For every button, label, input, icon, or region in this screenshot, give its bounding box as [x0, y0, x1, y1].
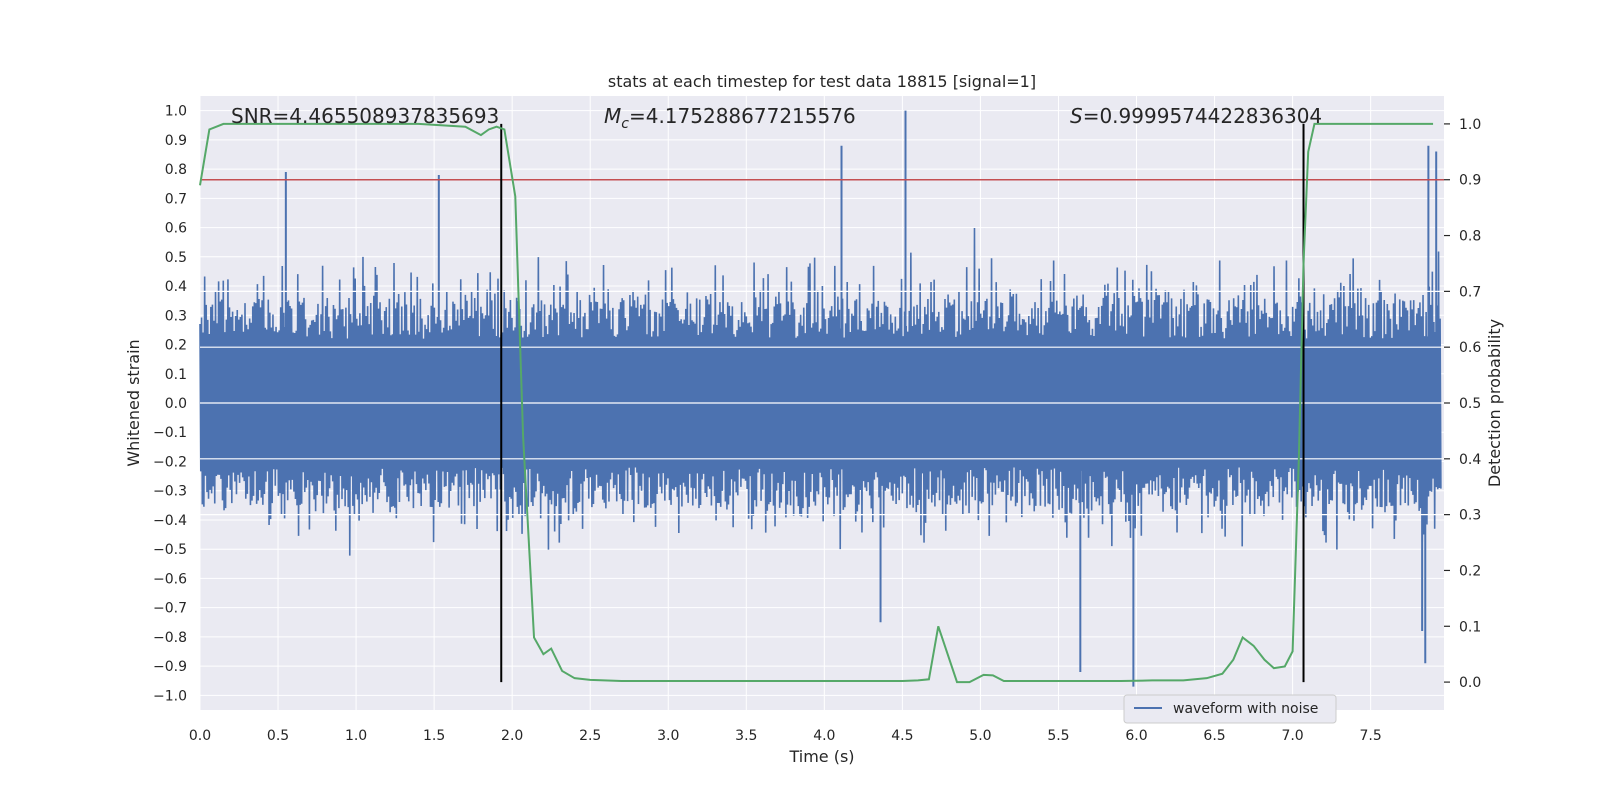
- chirp-mass-subscript: c: [621, 116, 629, 132]
- y-right-tick-label: 0.7: [1459, 284, 1481, 300]
- score-value: =0.9999574422836304: [1083, 104, 1322, 128]
- x-tick-label: 2.0: [501, 728, 523, 744]
- y-left-tick-label: −0.4: [153, 513, 187, 529]
- x-tick-label: 7.0: [1281, 728, 1303, 744]
- y-right-tick-label: 0.6: [1459, 340, 1481, 356]
- y-left-tick-label: −0.7: [153, 601, 187, 617]
- chirp-mass-symbol: M: [604, 104, 621, 128]
- x-tick-label: 1.5: [423, 728, 445, 744]
- y-left-tick-label: 0.3: [165, 308, 187, 324]
- y-left-tick-label: 0.5: [165, 250, 187, 266]
- score-annotation: S=0.9999574422836304: [1070, 104, 1322, 128]
- probability-line: [199, 122, 1434, 684]
- y-left-tick-label: 0.8: [165, 162, 187, 178]
- x-tick-label: 5.0: [969, 728, 991, 744]
- x-tick-label: 6.5: [1203, 728, 1225, 744]
- ticks: 0.0 0.5 1.0 1.5 2.0 2.5 3.0 3.5 4.0 4.5 5.0 5.5 6.0 6…: [153, 104, 1481, 744]
- y-right-tick-label: 0.9: [1459, 173, 1481, 189]
- y-right-tick-label: 0.5: [1459, 396, 1481, 412]
- y-left-tick-label: 0.4: [165, 279, 187, 295]
- y-left-tick-label: 0.7: [165, 191, 187, 207]
- y-right-tick-label: 0.0: [1459, 675, 1481, 691]
- y-right-tick-label: 0.8: [1459, 229, 1481, 245]
- y-axis-label-left: Whitened strain: [124, 339, 143, 466]
- x-tick-label: 0.5: [267, 728, 289, 744]
- legend-label: waveform with noise: [1173, 701, 1318, 717]
- chirp-mass-annotation: Mc=4.175288677215576: [604, 104, 856, 132]
- x-tick-label: 2.5: [579, 728, 601, 744]
- y-left-tick-label: 0.9: [165, 133, 187, 149]
- y-left-tick-label: −0.1: [153, 425, 187, 441]
- legend-box: [1123, 694, 1337, 724]
- legend: waveform with noise: [1123, 694, 1337, 724]
- snr-annotation: SNR=4.465508937835693: [231, 104, 499, 128]
- y-right-tick-label: 0.1: [1459, 619, 1481, 635]
- x-tick-label: 0.0: [189, 728, 211, 744]
- x-axis-label: Time (s): [788, 747, 854, 766]
- y-axis-label-right: Detection probability: [1485, 319, 1504, 487]
- x-tick-label: 4.0: [813, 728, 835, 744]
- overlay: [199, 122, 1444, 684]
- y-left-tick-label: −0.6: [153, 571, 187, 587]
- chirp-mass-value: =4.175288677215576: [629, 104, 856, 128]
- y-left-tick-label: −1.0: [153, 688, 187, 704]
- y-left-tick-label: −0.2: [153, 454, 187, 470]
- x-tick-label: 7.5: [1360, 728, 1382, 744]
- x-tick-label: 3.5: [735, 728, 757, 744]
- x-tick-label: 5.5: [1047, 728, 1069, 744]
- y-left-tick-label: 0.1: [165, 367, 187, 383]
- y-left-tick-label: −0.9: [153, 659, 187, 675]
- x-tick-label: 3.0: [657, 728, 679, 744]
- y-right-tick-label: 0.2: [1459, 563, 1481, 579]
- y-left-tick-label: −0.3: [153, 484, 187, 500]
- y-left-tick-label: −0.8: [153, 630, 187, 646]
- y-right-tick-label: 0.3: [1459, 508, 1481, 524]
- y-left-tick-label: 0.0: [165, 396, 187, 412]
- score-symbol: S: [1070, 104, 1083, 128]
- y-right-tick-label: 0.4: [1459, 452, 1481, 468]
- y-left-tick-label: −0.5: [153, 542, 187, 558]
- y-left-tick-label: 1.0: [165, 104, 187, 120]
- x-tick-label: 1.0: [345, 728, 367, 744]
- y-right-tick-label: 1.0: [1459, 117, 1481, 133]
- y-left-tick-label: 0.6: [165, 221, 187, 237]
- chart-title: stats at each timestep for test data 188…: [608, 72, 1036, 91]
- y-left-tick-label: 0.2: [165, 338, 187, 354]
- x-tick-label: 4.5: [891, 728, 913, 744]
- x-tick-label: 6.0: [1125, 728, 1147, 744]
